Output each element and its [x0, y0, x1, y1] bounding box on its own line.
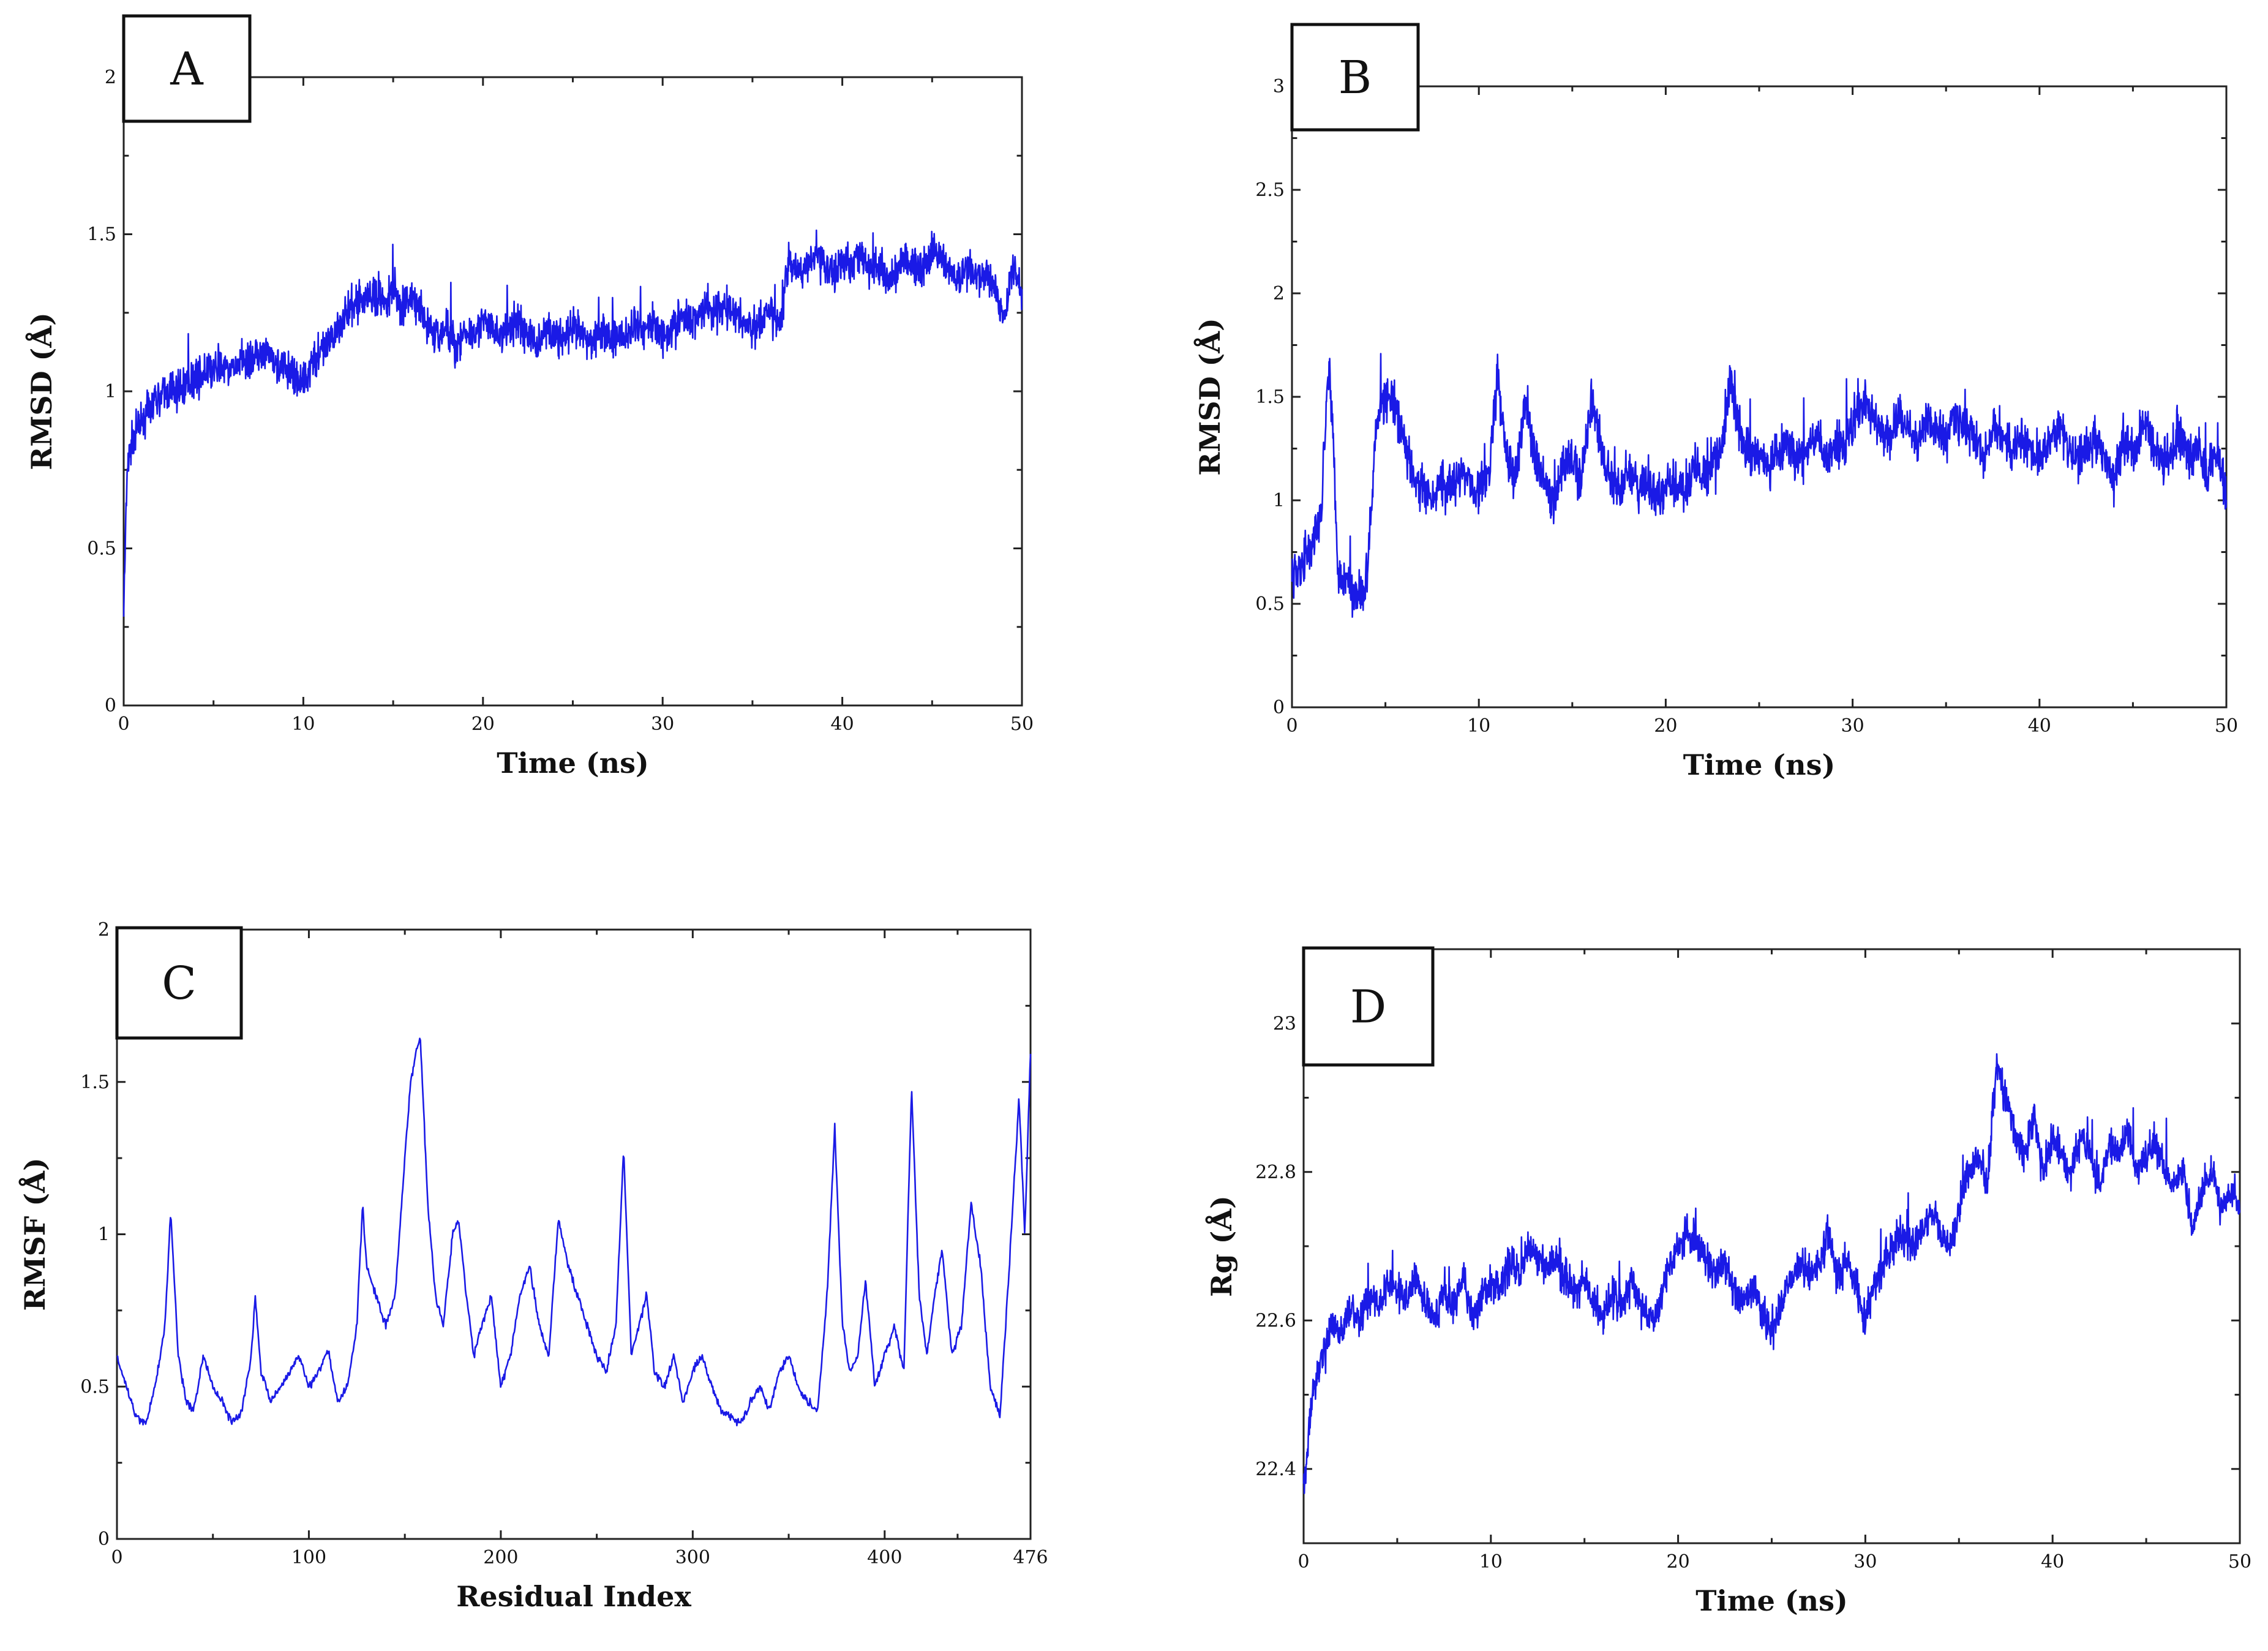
y-tick-label: 2	[105, 67, 116, 88]
x-tick-label: 400	[867, 1547, 902, 1568]
chart-panel-a: 0 10 20 30 40 50 0 0.5 1 1.5 2 Time (ns) RMSD (Å) A	[24, 14, 1034, 780]
y-tick-label: 1.5	[80, 1072, 110, 1093]
x-tick-label: 50	[1010, 713, 1034, 735]
x-axis-title: Time (ns)	[1695, 1584, 1848, 1617]
x-tick-label: 0	[111, 1547, 122, 1568]
panel-label-box	[115, 926, 243, 1040]
y-tick-label: 1.5	[87, 224, 116, 246]
plot-frame	[122, 76, 1023, 707]
y-axis-title: RMSD (Å)	[24, 312, 58, 470]
x-tick-label: 200	[483, 1547, 518, 1568]
x-tick-label: 30	[1841, 715, 1864, 737]
x-tick-label: 0	[1297, 1551, 1309, 1573]
x-tick-label: 10	[1467, 715, 1490, 737]
y-tick-label: 0	[1273, 697, 1285, 718]
y-axis-title: RMSD (Å)	[1193, 318, 1226, 476]
y-tick-label: 3	[1273, 76, 1285, 97]
x-tick-label: 20	[1667, 1551, 1690, 1573]
y-tick-label: 0	[98, 1529, 110, 1550]
x-axis-title: Time (ns)	[497, 747, 649, 780]
x-tick-label: 40	[2041, 1551, 2064, 1573]
plot-frame	[1291, 85, 2228, 709]
y-tick-label: 0.5	[1255, 593, 1285, 615]
x-tick-label: 0	[118, 713, 129, 735]
panel-label-box	[122, 14, 252, 123]
x-tick-label: 0	[1286, 715, 1297, 737]
x-tick-label: 476	[1013, 1547, 1048, 1568]
y-tick-label: 0.5	[80, 1376, 110, 1397]
x-tick-label: 10	[1479, 1551, 1503, 1573]
x-tick-label: 30	[651, 713, 674, 735]
series-line-c	[116, 1037, 1032, 1427]
x-tick-label: 50	[2215, 715, 2238, 737]
panel-label: A	[170, 43, 204, 96]
y-tick-label: 1	[98, 1224, 110, 1246]
y-axis-title: Rg (Å)	[1204, 1195, 1238, 1297]
y-tick-label: 0	[105, 695, 116, 716]
y-tick-label: 22.4	[1255, 1459, 1296, 1480]
y-axis-title: RMSF (Å)	[18, 1157, 51, 1311]
x-tick-label: 300	[675, 1547, 710, 1568]
panel-label: D	[1350, 981, 1386, 1034]
chart-panel-d: 0 10 20 30 40 50 22.4 22.6 22.8 23 Time (ns) Rg (Å)…	[1204, 946, 2251, 1617]
x-tick-label: 100	[291, 1547, 326, 1568]
x-tick-label: 40	[831, 713, 854, 735]
y-tick-label: 0.5	[87, 538, 116, 560]
x-tick-label: 10	[291, 713, 315, 735]
x-axis-title: Residual Index	[456, 1580, 691, 1613]
chart-panel-b: 0 10 20 30 40 50 0 0.5 1 1.5 2 2.5 3 Time (ns) RMSD (Å…	[1193, 23, 2238, 781]
y-tick-label: 22.6	[1255, 1310, 1296, 1331]
plot-frame	[1302, 948, 2241, 1544]
x-tick-label: 20	[471, 713, 495, 735]
panel-label-box	[1302, 946, 1435, 1067]
y-tick-label: 22.8	[1255, 1162, 1296, 1183]
panel-label-box	[1290, 23, 1420, 132]
series-line-b	[1291, 353, 2228, 618]
series-line-a	[122, 229, 1023, 617]
x-tick-label: 20	[1654, 715, 1677, 737]
y-tick-label: 1	[1273, 490, 1285, 511]
plot-frame	[116, 928, 1032, 1540]
x-tick-label: 40	[2028, 715, 2051, 737]
series-line-d	[1302, 1053, 2241, 1494]
panel-label: C	[162, 957, 197, 1010]
y-tick-label: 1.5	[1255, 386, 1285, 408]
x-tick-label: 50	[2228, 1551, 2251, 1573]
y-tick-label: 23	[1273, 1013, 1296, 1034]
x-axis-title: Time (ns)	[1683, 748, 1836, 781]
panel-label: B	[1339, 51, 1372, 104]
y-tick-label: 2	[98, 919, 110, 941]
x-tick-label: 30	[1853, 1551, 1877, 1573]
y-tick-label: 2.5	[1255, 179, 1285, 201]
y-tick-label: 2	[1273, 283, 1285, 304]
chart-panel-c: 0 100 200 300 400 476 0 0.5 1 1.5 2 Residual Index R…	[18, 919, 1048, 1613]
y-tick-label: 1	[105, 381, 116, 402]
